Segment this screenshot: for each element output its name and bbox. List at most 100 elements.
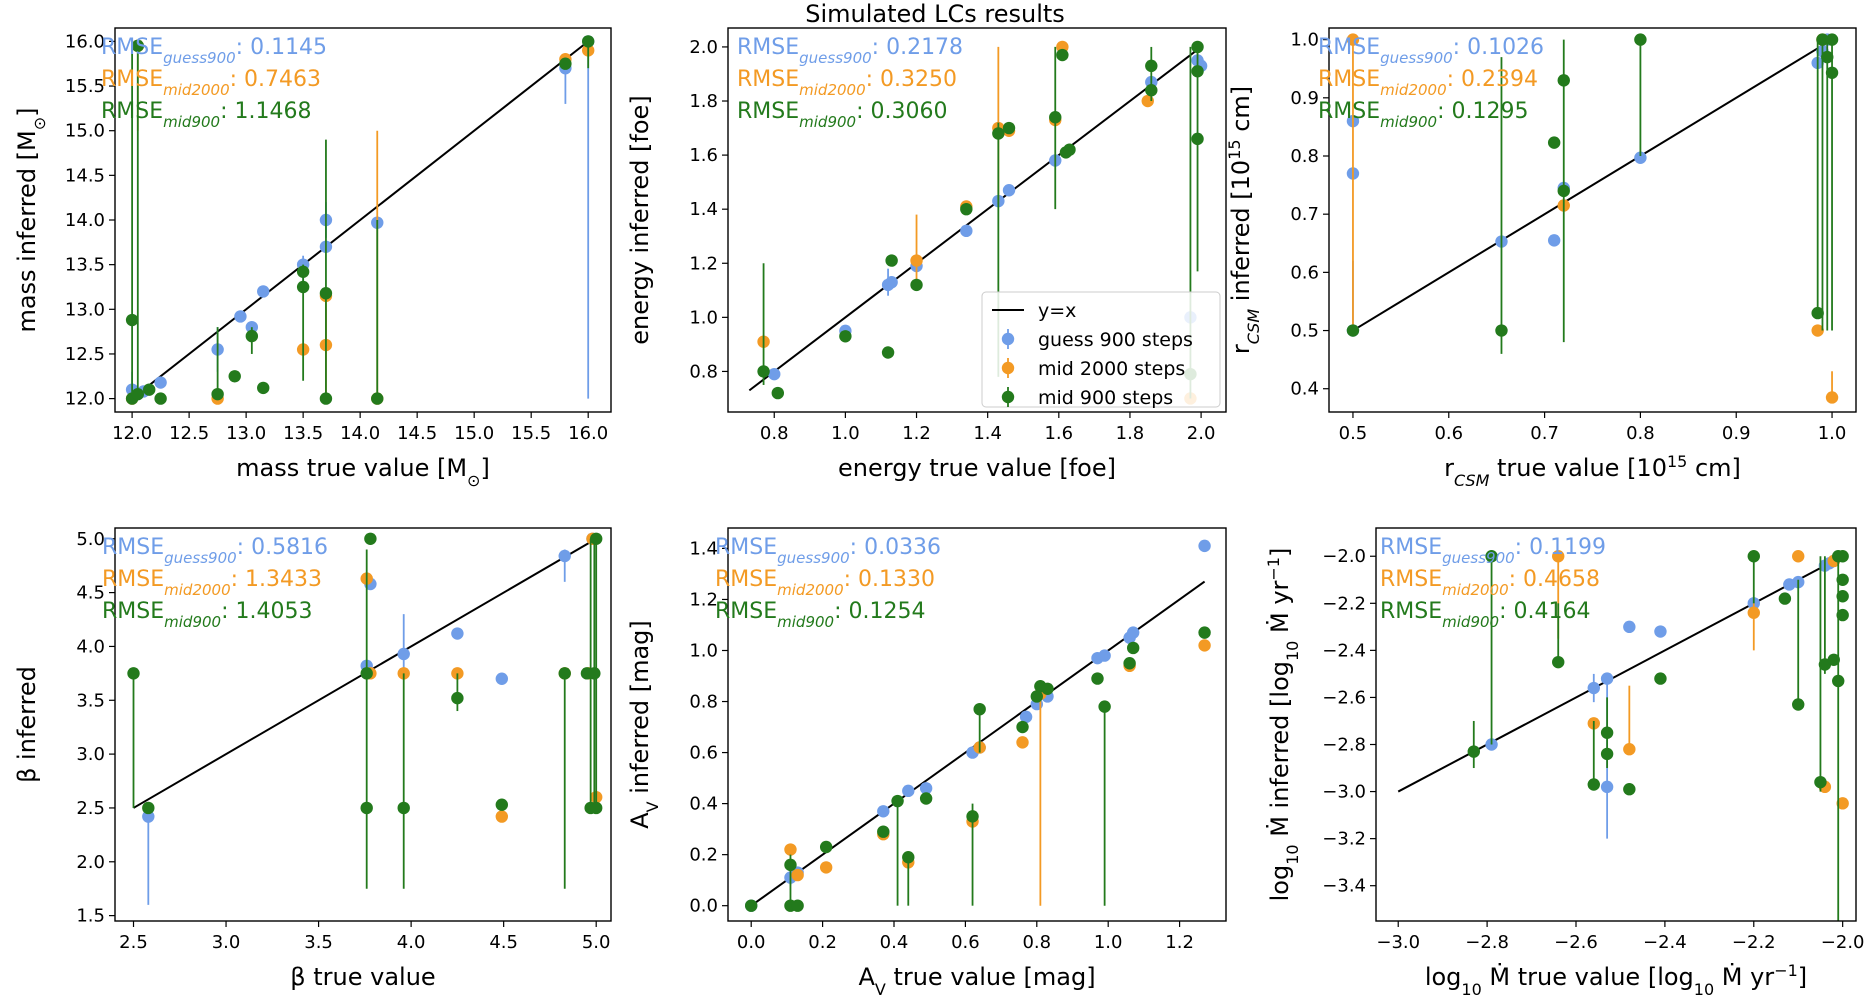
y-tick-label: 1.4 (689, 199, 718, 220)
point-mid900 (1041, 682, 1054, 695)
point-mid900 (142, 801, 155, 815)
point-mid900 (296, 265, 310, 278)
y-axis-label: β inferred (13, 666, 41, 783)
point-guess (257, 285, 270, 298)
point-mid2000 (1825, 391, 1839, 404)
point-mid900 (757, 365, 770, 378)
x-tick-label: −2.6 (1554, 932, 1598, 953)
y-tick-label: 0.6 (1290, 262, 1319, 283)
point-guess (1098, 649, 1111, 662)
y-tick-label: 3.0 (76, 744, 105, 765)
figure-title: Simulated LCs results (805, 0, 1065, 28)
x-tick-label: 2.0 (1187, 423, 1216, 444)
point-guess (1198, 539, 1211, 553)
y-tick-label: 0.8 (1290, 146, 1319, 167)
point-mid900 (1030, 690, 1043, 703)
point-mid900 (397, 801, 410, 815)
point-mid900 (1747, 550, 1760, 563)
y-tick-label: 5.0 (76, 529, 105, 550)
x-tick-label: 5.0 (582, 932, 611, 953)
point-mid900 (319, 287, 333, 300)
point-mid900 (992, 127, 1005, 140)
x-tick-label: 0.8 (1626, 423, 1655, 444)
point-mid2000 (1623, 743, 1636, 756)
point-mid900 (589, 801, 603, 815)
y-tick-label: −2.8 (1322, 735, 1366, 756)
point-mid900 (1821, 50, 1834, 64)
point-mid900 (257, 381, 270, 395)
rmse-mid2000: RMSEmid2000: 0.3250 (737, 67, 957, 99)
y-tick-label: 1.2 (689, 253, 718, 274)
axes-frame (1375, 527, 1857, 922)
legend-label-mid2000: mid 2000 steps (1038, 358, 1185, 380)
y-tick-label: 0.9 (1290, 88, 1319, 109)
point-mid900 (131, 387, 145, 401)
point-guess (154, 376, 167, 389)
point-guess (919, 782, 933, 795)
point-mid900 (1634, 33, 1647, 46)
x-tick-label: 1.0 (831, 423, 860, 444)
rmse-guess: RMSEguess900: 0.1026 (1318, 35, 1544, 67)
point-mid900 (1191, 65, 1204, 78)
x-tick-label: 1.4 (973, 423, 1002, 444)
point-guess (1019, 710, 1033, 724)
panel-mdot: −3.0 −2.8 −2.6 −2.4 −2.2 −2.0 −3.4 −3.2 −3.0 −2.8… (1264, 527, 1865, 996)
x-tick-label: 0.9 (1722, 423, 1751, 444)
point-mid900 (1836, 590, 1849, 603)
y-tick-label: −3.0 (1322, 782, 1366, 803)
y-tick-label: 14.0 (65, 210, 105, 231)
y-tick-label: 1.8 (689, 91, 718, 112)
point-mid900 (1063, 143, 1076, 156)
x-tick-label: −2.8 (1465, 932, 1509, 953)
y-tick-label: 3.5 (76, 690, 105, 711)
axes-frame (114, 27, 612, 413)
x-tick-label: −2.4 (1643, 932, 1687, 953)
point-guess (558, 549, 571, 563)
panel-energy: 0.8 1.0 1.2 1.4 1.6 1.8 2.0 0.8 1.0 1.2 1.4 1.6 1.8 2… (626, 27, 1227, 482)
rmse-mid2000: RMSEmid2000: 0.4658 (1380, 567, 1600, 599)
point-mid900 (1825, 66, 1839, 80)
panel-beta: 2.5 3.0 3.5 4.0 4.5 5.0 1.5 2.0 2.5 3.0 3.5 4.0 4.5 5… (13, 527, 612, 991)
y-tick-label: 0.5 (1290, 321, 1319, 342)
point-mid900 (1623, 783, 1636, 796)
point-mid900 (581, 35, 595, 48)
x-tick-label: 14.0 (340, 423, 380, 444)
point-guess (902, 784, 915, 798)
point-guess (397, 647, 410, 661)
rmse-guess: RMSEguess900: 0.5816 (102, 535, 328, 567)
point-mid900 (364, 532, 377, 545)
point-mid900 (154, 392, 167, 405)
x-tick-label: 0.0 (737, 932, 766, 953)
point-mid900 (1467, 745, 1480, 758)
point-mid2000 (819, 861, 833, 874)
point-mid900 (910, 278, 923, 292)
point-guess (1002, 184, 1016, 197)
y-tick-label: 13.5 (65, 255, 105, 276)
point-mid900 (1495, 324, 1508, 337)
y-tick-label: 0.7 (1290, 204, 1319, 225)
x-axis-label: energy true value [foe] (838, 454, 1116, 482)
legend-marker-mid900 (1001, 390, 1015, 404)
point-mid900 (1792, 698, 1805, 711)
point-mid900 (784, 858, 797, 872)
y-tick-label: 4.5 (76, 583, 105, 604)
legend-box (981, 291, 1221, 408)
y-tick-label: 1.6 (689, 145, 718, 166)
point-mid2000 (1198, 639, 1211, 652)
y-tick-label: 1.2 (689, 589, 718, 610)
point-mid900 (1056, 48, 1069, 62)
point-mid900 (588, 667, 601, 680)
point-mid900 (1552, 655, 1565, 669)
y-tick-label: −3.4 (1322, 876, 1366, 897)
legend-marker-guess (1001, 332, 1015, 346)
point-guess (1623, 620, 1636, 634)
x-tick-label: 2.5 (119, 932, 148, 953)
point-mid900 (1485, 550, 1498, 563)
point-mid900 (360, 801, 373, 815)
x-tick-label: 16.0 (568, 423, 608, 444)
x-axis-label: β true value (290, 963, 435, 991)
y-tick-label: 1.0 (689, 640, 718, 661)
point-mid900 (1547, 136, 1561, 149)
x-tick-label: 13.5 (283, 423, 323, 444)
point-mid900 (1825, 33, 1839, 46)
